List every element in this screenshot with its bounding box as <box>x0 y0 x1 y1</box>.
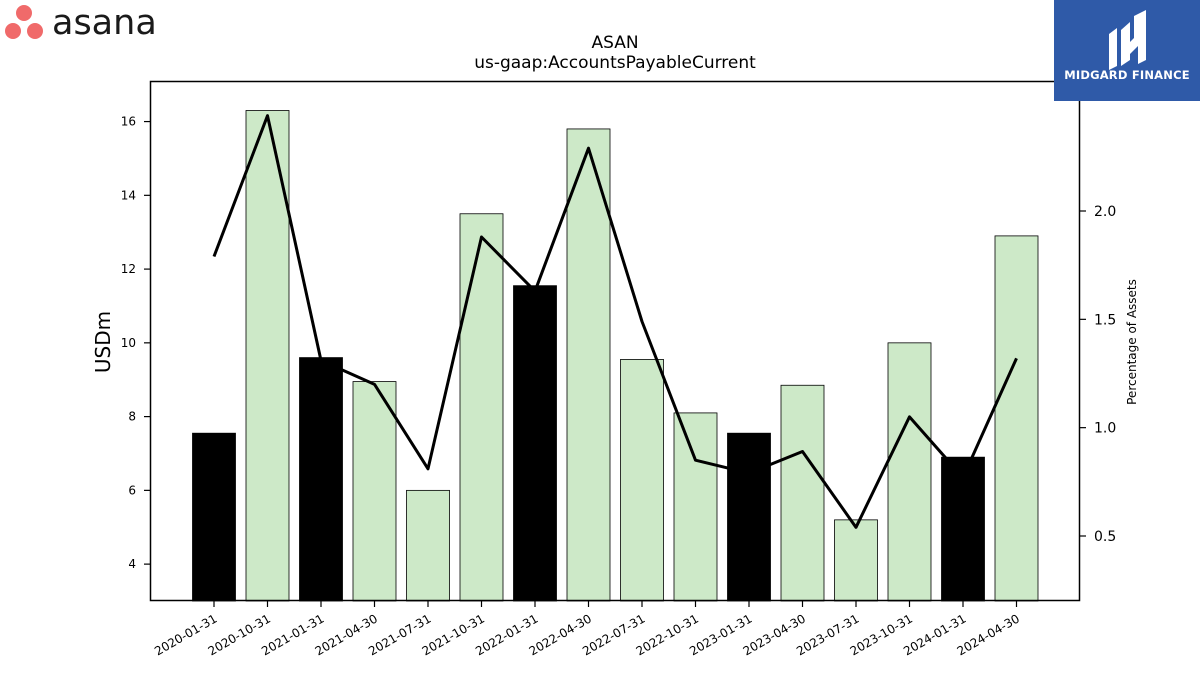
y-tick-label: 6 <box>128 483 136 497</box>
bar-2022-07-31 <box>620 359 664 602</box>
midgard-logo-text: MIDGARD FINANCE <box>1064 68 1190 82</box>
y-axis-left: 4 6 8 10 12 14 16 <box>121 115 150 571</box>
bar-2022-10-31 <box>673 412 718 602</box>
chart-title: ASAN <box>591 33 638 53</box>
y-axis-label: USDm <box>91 311 115 373</box>
y2-tick-label: 2.0 <box>1094 204 1116 220</box>
bar-2023-01-31 <box>727 432 771 602</box>
y2-tick-label: 1.5 <box>1094 312 1116 328</box>
bar-2023-04-30 <box>780 384 825 602</box>
asana-logo: asana <box>4 2 194 44</box>
bar-2024-01-31 <box>941 456 985 602</box>
bar-2023-10-31 <box>887 342 932 602</box>
asana-logo-dot-left <box>5 23 21 39</box>
asana-logo-dot-right <box>27 23 43 39</box>
y-tick-label: 8 <box>128 410 136 424</box>
bar-2022-01-31 <box>513 285 557 602</box>
y2-tick-label: 1.0 <box>1094 421 1116 437</box>
bar-2022-04-30 <box>566 128 611 602</box>
percentage-of-assets-line <box>212 114 1018 529</box>
bar-2021-01-31 <box>299 357 343 602</box>
plot-frame <box>149 80 1081 602</box>
y-tick-label: 14 <box>121 188 136 202</box>
y-axis-right: 0.5 1.0 1.5 2.0 <box>1080 204 1116 545</box>
y-tick-label: 12 <box>121 262 136 276</box>
bar-2020-01-31 <box>192 432 236 602</box>
bar-2023-07-31 <box>834 519 878 602</box>
bar-2021-10-31 <box>459 213 504 602</box>
chart-subtitle: us-gaap:AccountsPayableCurrent <box>474 53 756 73</box>
asana-logo-dot-top <box>16 5 32 21</box>
bar-2021-04-30 <box>352 381 397 602</box>
y-tick-label: 4 <box>128 557 136 571</box>
bar-2021-07-31 <box>406 489 450 602</box>
bars-group <box>192 110 1039 602</box>
y-tick-label: 16 <box>121 115 136 129</box>
bar-2020-10-31 <box>245 110 290 602</box>
x-axis: 2020-01-312020-10-312021-01-312021-04-30… <box>152 601 1022 658</box>
y-tick-label: 10 <box>121 336 136 350</box>
asana-logo-wordmark: asana <box>52 3 157 43</box>
bar-2024-04-30 <box>994 235 1039 602</box>
midgard-finance-logo: MIDGARD FINANCE <box>1054 0 1200 101</box>
line-group <box>212 114 1018 529</box>
y2-tick-label: 0.5 <box>1094 529 1116 545</box>
y2-axis-label: Percentage of Assets <box>1125 279 1139 405</box>
midgard-logo-mark <box>1109 10 1146 70</box>
